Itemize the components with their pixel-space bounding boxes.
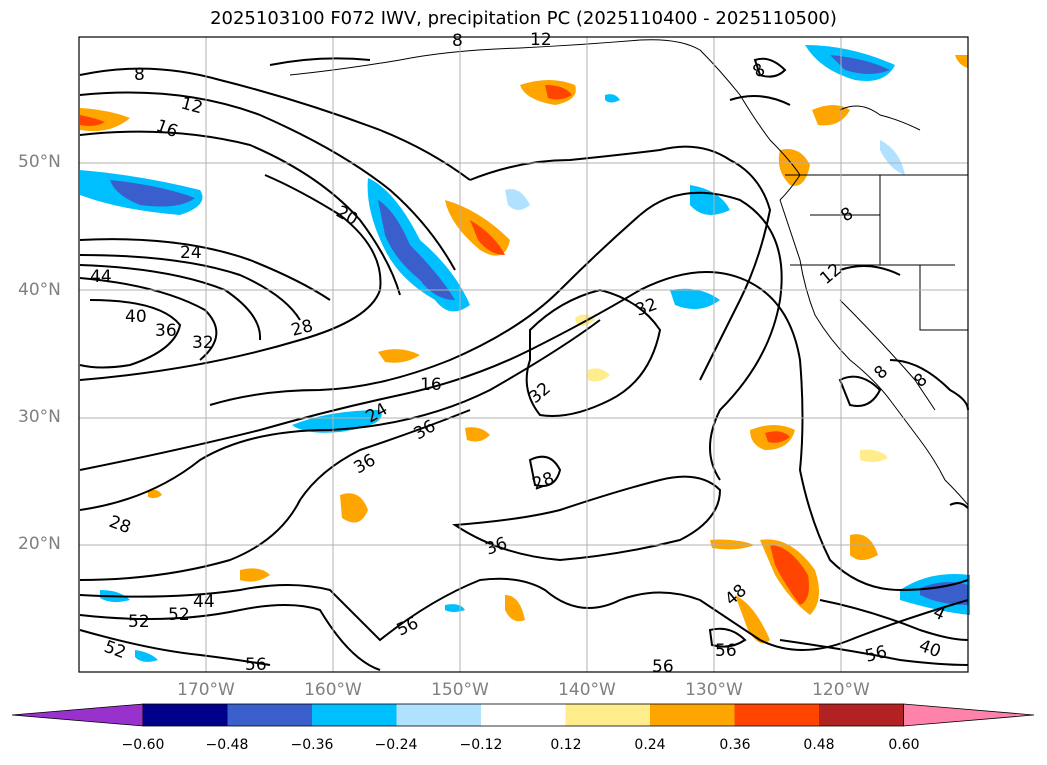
lon-label-140w: 140°W [558,680,616,700]
contour-label: 24 [180,243,202,263]
colorbar-tick: −0.48 [205,737,249,753]
precip-positive-shading [80,55,968,644]
contour-label: 20 [333,202,362,230]
contour-label: 16 [420,375,442,395]
lon-label-130w: 130°W [685,680,743,700]
colorbar-tick: 0.36 [719,737,751,753]
contour-label: 44 [90,267,112,287]
colorbar-tick: −0.36 [290,737,334,753]
contour-label: 28 [106,512,133,538]
colorbar-extend-min [11,703,144,727]
lat-label-30n: 30°N [18,407,61,427]
colorbar-tick: −0.60 [121,737,165,753]
lat-label-20n: 20°N [18,534,61,554]
colorbar-swatch [565,704,651,726]
contour-label: 52 [128,612,150,632]
colorbar-swatch [734,704,820,726]
lon-label-120w: 120°W [812,680,870,700]
colorbar-swatch [650,704,735,726]
lon-label-150w: 150°W [431,680,489,700]
colorbar-swatch [819,704,904,726]
contour-label: 40 [125,307,147,327]
contour-label: 56 [715,641,737,661]
map-frame [78,36,969,673]
contour-label: 8 [750,60,769,83]
colorbar-swatch [396,704,482,726]
contour-label: 36 [483,534,510,560]
contour-label: 36 [155,321,177,341]
contour-label: 12 [530,30,552,50]
contour-label: 32 [633,295,660,321]
colorbar-tick: −0.12 [459,737,503,753]
contour-label: 56 [394,613,422,640]
colorbar [11,703,1035,727]
colorbar-tick: 0.24 [634,737,666,753]
colorbar-frame [142,703,904,727]
colorbar-tick: 0.12 [550,737,582,753]
contour-label: 36 [351,450,380,478]
contour-label: 8 [452,31,463,51]
lon-label-160w: 160°W [304,680,362,700]
colorbar-tick: −0.24 [374,737,418,753]
lon-label-170w: 170°W [177,680,235,700]
contour-label: 56 [245,655,267,675]
contour-label: 12 [179,94,205,119]
colorbar-swatch [227,704,313,726]
contour-label: 52 [168,605,190,625]
contour-label: 8 [134,65,145,85]
contour-label: 44 [193,592,215,612]
graticule [79,37,968,672]
coastline [289,39,969,506]
contour-label: 56 [863,642,889,667]
colorbar-swatch [481,704,566,726]
contour-label: 36 [411,416,440,444]
colorbar-swatch [312,704,397,726]
contour-label: 28 [530,469,557,495]
map-title: 2025103100 F072 IWV, precipitation PC (2… [210,8,837,29]
contour-label: 32 [192,333,214,353]
colorbar-tick: 0.48 [803,737,835,753]
contour-label: 8 [870,362,892,384]
colorbar-tick: 0.60 [888,737,920,753]
contour-label: 40 [916,636,943,662]
contour-label: 32 [525,379,554,408]
iwv-contours [79,57,969,671]
lat-label-40n: 40°N [18,280,61,300]
contour-label: 56 [652,657,674,677]
colorbar-extend-max [903,703,1035,727]
lat-label-50n: 50°N [18,152,61,172]
colorbar-swatch [143,704,228,726]
contour-label: 16 [153,116,180,142]
